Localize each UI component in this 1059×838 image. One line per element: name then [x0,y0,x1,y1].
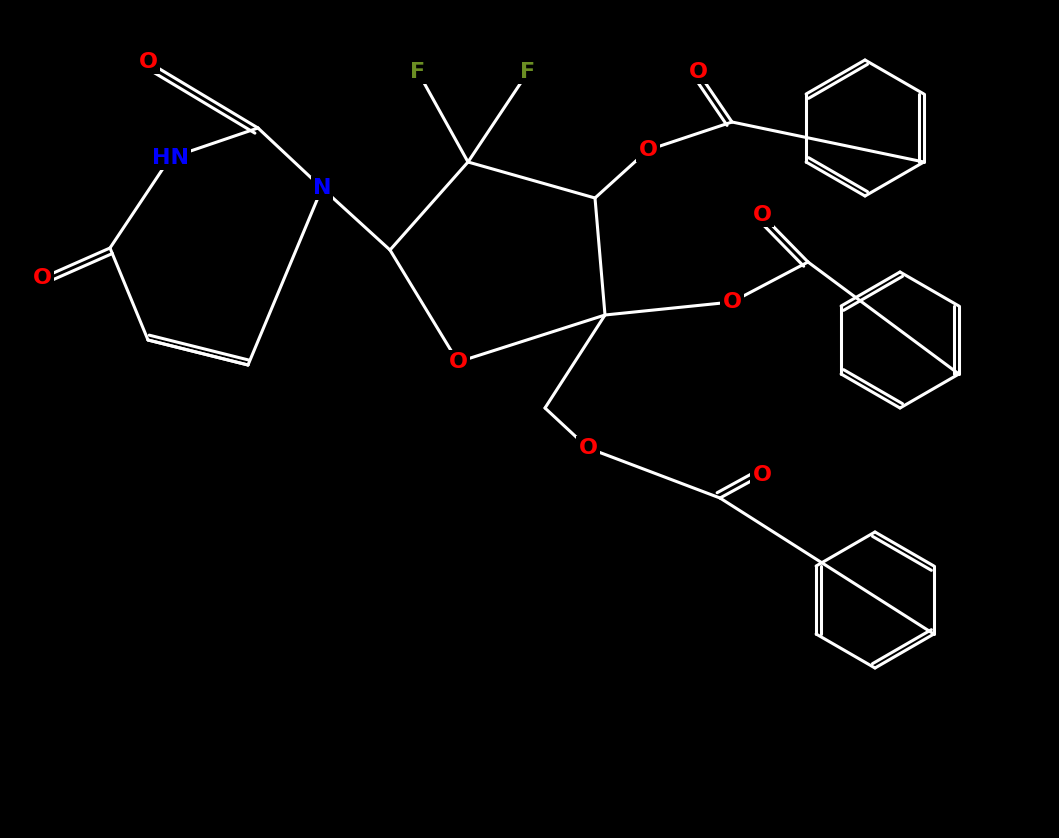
Text: O: O [33,268,52,288]
Text: F: F [411,62,426,82]
Text: O: O [688,62,707,82]
Text: O: O [753,465,772,485]
Text: O: O [722,292,741,312]
Text: O: O [449,352,467,372]
Text: O: O [139,52,158,72]
Text: O: O [639,140,658,160]
Text: HN: HN [151,148,189,168]
Text: O: O [753,205,772,225]
Text: N: N [312,178,331,198]
Text: O: O [578,438,597,458]
Text: F: F [520,62,536,82]
